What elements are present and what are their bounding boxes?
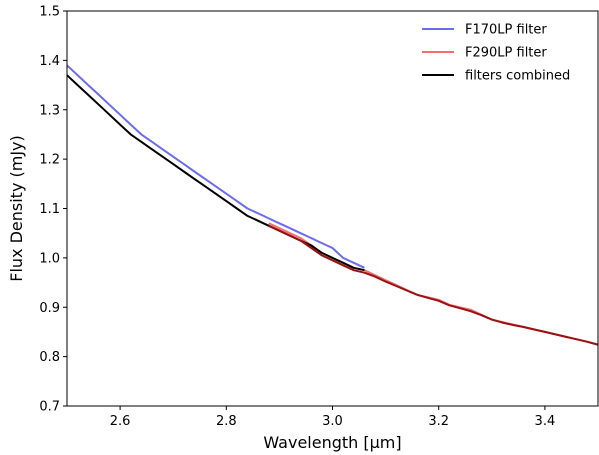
- series-line-3: [66, 74, 365, 272]
- x-tick-label: 3.4: [535, 414, 556, 429]
- y-tick-label: 1.0: [39, 251, 60, 266]
- legend: F170LP filter F290LP filter filters combin…: [422, 23, 570, 84]
- y-tick-label: 0.7: [39, 400, 60, 415]
- y-axis-ticks: 0.7 0.8 0.9 1.0 1.1 1.2 1.3 1.4 1.5: [39, 5, 67, 415]
- x-tick-label: 3.0: [322, 414, 343, 429]
- series-line-1: [66, 64, 365, 269]
- y-tick-label: 1.5: [39, 5, 60, 20]
- y-axis-label: Flux Density (mJy): [7, 135, 26, 282]
- y-tick-label: 1.1: [39, 202, 60, 217]
- y-tick-label: 1.4: [39, 54, 60, 69]
- x-axis-label: Wavelength [μm]: [263, 433, 401, 452]
- x-axis-ticks: 2.6 2.8 3.0 3.2 3.4: [110, 406, 555, 429]
- x-tick-label: 3.2: [428, 414, 449, 429]
- legend-entry: F290LP filter: [465, 46, 547, 61]
- legend-entry: filters combined: [465, 69, 570, 84]
- x-tick-label: 2.6: [110, 414, 131, 429]
- y-tick-label: 0.8: [39, 350, 60, 365]
- y-tick-label: 1.2: [39, 153, 60, 168]
- y-tick-label: 1.3: [39, 103, 60, 118]
- y-tick-label: 0.9: [39, 301, 60, 316]
- series-line-4: [268, 224, 599, 346]
- x-tick-label: 2.8: [216, 414, 237, 429]
- series-layer: [66, 64, 599, 346]
- legend-entry: F170LP filter: [465, 23, 547, 38]
